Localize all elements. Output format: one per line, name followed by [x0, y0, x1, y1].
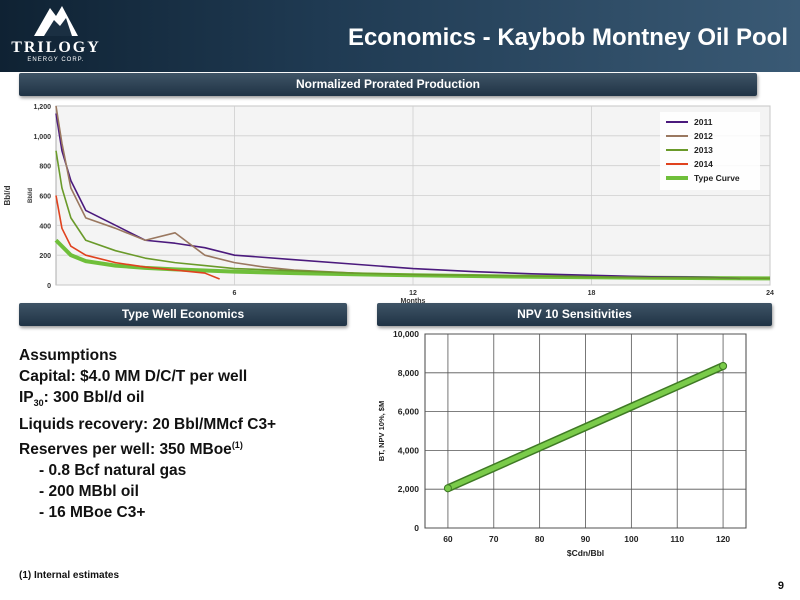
page-title: Economics - Kaybob Montney Oil Pool — [347, 24, 788, 51]
x-tick-label: 6 — [233, 290, 237, 297]
reserves-footnote-ref: (1) — [231, 440, 243, 451]
x-tick-label: 100 — [624, 534, 638, 544]
x-tick-label: 90 — [581, 534, 591, 544]
series-2013-line — [55, 150, 771, 280]
x-tick-label: 70 — [489, 534, 499, 544]
y-tick-label: 8,000 — [398, 368, 420, 378]
y-axis-label: Bbl/d — [3, 185, 12, 205]
x-tick-label: 120 — [716, 534, 730, 544]
y-axis-label: BT, NPV 10%, $M — [377, 401, 386, 461]
reserves-item-gas: - 0.8 Bcf natural gas — [39, 462, 187, 480]
production-chart: 0 200 400 600 800 1,000 1,200 6 12 18 24 Months Bbl/… — [3, 104, 774, 305]
npv-sensitivities-banner: NPV 10 Sensitivities — [377, 303, 772, 326]
assumptions-heading: Assumptions — [19, 347, 118, 364]
logo-brand-text: TRILOGY — [11, 39, 101, 56]
ip-suffix: : 300 Bbl/d oil — [43, 389, 145, 406]
npv-chart: 0 2,000 4,000 6,000 8,000 10,000 60 70 80 90 100 11… — [377, 329, 747, 558]
series-2014-line — [55, 195, 220, 280]
x-tick-label: 80 — [535, 534, 545, 544]
y-tick-label: 400 — [39, 223, 51, 230]
y-tick-label: 600 — [39, 194, 51, 201]
ip-prefix: IP — [19, 389, 34, 406]
legend-label: 2012 — [694, 131, 713, 141]
reserves-line: Reserves per well: 350 MBoe(1) — [19, 435, 276, 460]
x-tick-label: 60 — [443, 534, 453, 544]
production-chart-banner: Normalized Prorated Production — [19, 73, 757, 96]
legend-label: 2013 — [694, 145, 713, 155]
series-2011-line — [55, 113, 741, 280]
x-tick-label: 110 — [670, 534, 684, 544]
y-tick-label: 0 — [414, 523, 419, 533]
type-well-economics-banner: Type Well Economics — [19, 303, 347, 326]
legend-label: 2011 — [694, 117, 713, 127]
y-tick-label: 200 — [39, 253, 51, 260]
x-tick-label: 24 — [766, 290, 774, 297]
liquids-line: Liquids recovery: 20 Bbl/MMcf C3+ — [19, 416, 277, 434]
legend-label: 2014 — [694, 159, 713, 169]
reserves-text: Reserves per well: 350 MBoe — [19, 441, 232, 459]
logo-subtext: ENERGY CORP. — [27, 57, 85, 63]
y-tick-label: 1,000 — [33, 134, 51, 141]
y-tick-label: 6,000 — [398, 407, 420, 417]
x-tick-label: 18 — [588, 290, 596, 297]
x-tick-label: 12 — [409, 290, 417, 297]
x-axis-label: $Cdn/Bbl — [567, 548, 604, 558]
slide-header: TRILOGY ENERGY CORP. Economics - Kaybob … — [0, 0, 800, 72]
npv-point — [719, 362, 728, 371]
y-tick-label: 4,000 — [398, 445, 420, 455]
y-tick-label: 2,000 — [398, 484, 420, 494]
mountain-logo-icon — [34, 6, 78, 36]
company-logo: TRILOGY ENERGY CORP. — [0, 0, 112, 72]
y-tick-label: 10,000 — [393, 329, 419, 339]
y-tick-label: 800 — [39, 164, 51, 171]
capital-line: Capital: $4.0 MM D/C/T per well — [19, 368, 248, 385]
ip-subscript: 30 — [33, 398, 44, 409]
assumptions-block: Assumptions Capital: $4.0 MM D/C/T per w… — [19, 345, 276, 523]
reserves-item-oil: - 200 MBbl oil — [39, 483, 139, 501]
footnote: (1) Internal estimates — [19, 570, 120, 581]
npv-line — [445, 363, 726, 491]
y-axis-inner-label: Bbl/d — [28, 188, 34, 203]
series-2012-line — [55, 105, 354, 274]
y-tick-label: 0 — [47, 283, 51, 290]
legend-label: Type Curve — [694, 173, 740, 183]
reserves-item-c3: - 16 MBoe C3+ — [39, 504, 146, 522]
npv-point — [443, 484, 452, 493]
page-number: 9 — [777, 580, 784, 592]
x-axis-label: Months — [401, 298, 426, 305]
ip-line: IP30: 300 Bbl/d oil — [19, 387, 276, 414]
y-tick-label: 1,200 — [33, 104, 51, 111]
